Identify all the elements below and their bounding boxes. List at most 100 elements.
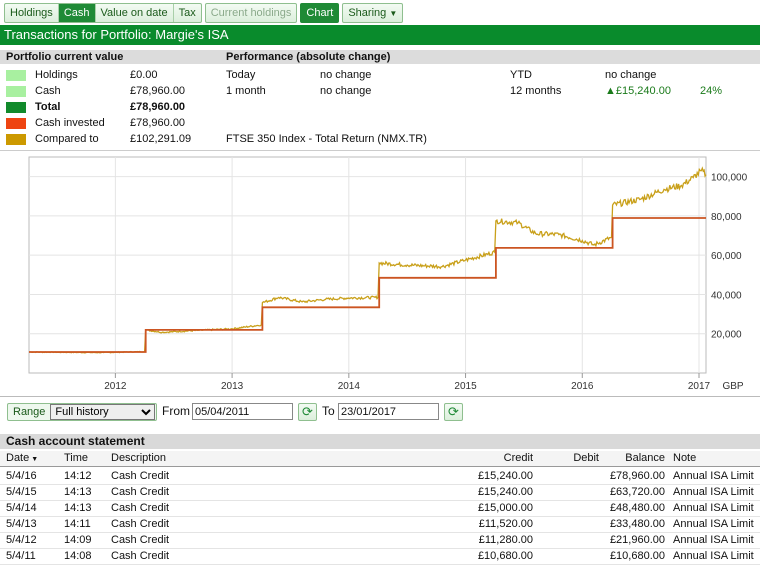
chart-svg: 20,000 40,000 60,000 80,000 100,000 2012 2013 2…: [28, 156, 748, 392]
summary-row: Total £78,960.00: [0, 99, 760, 115]
y-tick-label: 40,000: [711, 290, 742, 301]
cell-credit: £15,000.00: [477, 502, 533, 514]
col-note[interactable]: Note: [673, 452, 697, 464]
to-label: To: [322, 404, 335, 418]
cell-date: 5/4/13: [6, 518, 37, 530]
cell-time: 14:08: [64, 550, 92, 562]
y-tick-label: 80,000: [711, 212, 742, 223]
summary-value: £78,960.00: [130, 117, 186, 129]
summary-row: Cash invested £78,960.00: [0, 115, 760, 131]
tab-value-on-date[interactable]: Value on date: [96, 4, 174, 22]
summary-value: £78,960.00: [130, 101, 186, 113]
perf-period: FTSE 350 Index - Total Return (NMX.TR): [226, 133, 427, 145]
statement-column-headers: Date ▼ Time Description Credit Debit Bal…: [0, 451, 760, 467]
cell-time: 14:09: [64, 534, 92, 546]
legend-swatch: [6, 86, 26, 97]
cell-note: Annual ISA Limit: [673, 518, 754, 530]
chart-button[interactable]: Chart: [300, 3, 340, 23]
cell-balance: £10,680.00: [609, 550, 665, 562]
table-row[interactable]: 5/4/16 14:12 Cash Credit £15,240.00 £78,960.…: [0, 468, 760, 485]
perf-change-2: no change: [605, 69, 657, 81]
to-date-field[interactable]: 23/01/2017: [338, 403, 439, 420]
col-debit[interactable]: Debit: [573, 452, 599, 464]
perf-period: Today: [226, 69, 256, 81]
cell-note: Annual ISA Limit: [673, 534, 754, 546]
page-title: Transactions for Portfolio: Margie's ISA: [0, 25, 760, 45]
summary-row: Holdings £0.00 Today no change YTD no change: [0, 67, 760, 83]
view-tabs: Holdings Cash Value on date Tax: [4, 3, 202, 23]
toolbar: Holdings Cash Value on date Tax Current …: [4, 3, 404, 23]
cell-description: Cash Credit: [111, 550, 170, 562]
cell-description: Cash Credit: [111, 502, 170, 514]
x-tick-label: 2014: [338, 381, 361, 392]
cash-invested-series-line: [29, 217, 706, 353]
summary-header: Portfolio current value Performance (abs…: [0, 50, 760, 64]
perf-change: no change: [320, 85, 372, 97]
current-holdings-button[interactable]: Current holdings: [204, 3, 298, 23]
refresh-from-icon[interactable]: ⟳: [298, 403, 317, 421]
cell-date: 5/4/11: [6, 550, 36, 562]
perf-change-2: ▲£15,240.00: [605, 85, 671, 97]
cell-date: 5/4/15: [6, 486, 37, 498]
cell-balance: £63,720.00: [609, 486, 665, 498]
sort-desc-icon: ▼: [29, 456, 39, 463]
value-heading: Portfolio current value: [6, 51, 124, 63]
summary-value: £0.00: [130, 69, 158, 81]
cell-balance: £78,960.00: [609, 470, 665, 482]
cell-time: 14:13: [64, 486, 92, 498]
cell-note: Annual ISA Limit: [673, 486, 754, 498]
tab-tax[interactable]: Tax: [178, 7, 196, 19]
y-tick-label: 100,000: [711, 173, 748, 184]
statement-title: Cash account statement: [0, 434, 760, 449]
cell-date: 5/4/16: [6, 470, 37, 482]
table-row[interactable]: 5/4/12 14:09 Cash Credit £11,280.00 £21,960.…: [0, 532, 760, 549]
range-label: Range: [13, 406, 46, 418]
range-select[interactable]: Full history: [50, 404, 156, 420]
cell-credit: £11,520.00: [478, 518, 533, 530]
x-tick-label: 2012: [104, 381, 127, 392]
cell-balance: £21,960.00: [609, 534, 665, 546]
cell-note: Annual ISA Limit: [673, 502, 754, 514]
cell-balance: £33,480.00: [609, 518, 665, 530]
table-row[interactable]: 5/4/15 14:13 Cash Credit £15,240.00 £63,720.…: [0, 484, 760, 501]
from-label: From: [162, 404, 190, 418]
cell-date: 5/4/14: [6, 502, 37, 514]
plot-area: [28, 156, 707, 374]
summary-label: Cash invested: [35, 117, 105, 129]
perf-period-2: 12 months: [510, 85, 562, 97]
summary-value: £78,960.00: [130, 85, 186, 97]
sharing-menu-button[interactable]: Sharing ▼: [342, 3, 404, 23]
cell-credit: £15,240.00: [477, 470, 533, 482]
table-row[interactable]: 5/4/11 14:08 Cash Credit £10,680.00 £10,680.…: [0, 548, 760, 565]
portfolio-chart: 20,000 40,000 60,000 80,000 100,000 2012 2013 2…: [0, 150, 760, 397]
legend-swatch: [6, 118, 26, 129]
summary-label: Compared to: [35, 133, 99, 145]
from-date-field[interactable]: 05/04/2011: [192, 403, 293, 420]
cell-time: 14:11: [64, 518, 91, 530]
range-control: Range Full history: [7, 403, 158, 421]
x-tick-label: 2017: [688, 381, 711, 392]
cell-description: Cash Credit: [111, 486, 170, 498]
tab-cash[interactable]: Cash: [58, 4, 96, 22]
col-description[interactable]: Description: [111, 452, 167, 464]
summary-label: Holdings: [35, 69, 78, 81]
perf-period: 1 month: [226, 85, 266, 97]
cell-note: Annual ISA Limit: [673, 550, 754, 562]
refresh-to-icon[interactable]: ⟳: [444, 403, 463, 421]
cell-description: Cash Credit: [111, 518, 170, 530]
tab-holdings[interactable]: Holdings: [5, 4, 59, 22]
x-tick-label: 2013: [221, 381, 244, 392]
legend-swatch: [6, 102, 26, 113]
x-tick-label: 2015: [454, 381, 477, 392]
legend-swatch: [6, 70, 26, 81]
table-row[interactable]: 5/4/14 14:13 Cash Credit £15,000.00 £48,480.…: [0, 500, 760, 517]
cell-credit: £15,240.00: [477, 486, 533, 498]
col-balance[interactable]: Balance: [625, 452, 665, 464]
table-row[interactable]: 5/4/13 14:11 Cash Credit £11,520.00 £33,480.…: [0, 516, 760, 533]
col-date[interactable]: Date ▼: [6, 451, 38, 467]
col-credit[interactable]: Credit: [503, 452, 533, 464]
col-time[interactable]: Time: [64, 452, 89, 464]
perf-period-2: YTD: [510, 69, 532, 81]
summary-value: £102,291.09: [130, 133, 192, 145]
cell-time: 14:12: [64, 470, 92, 482]
